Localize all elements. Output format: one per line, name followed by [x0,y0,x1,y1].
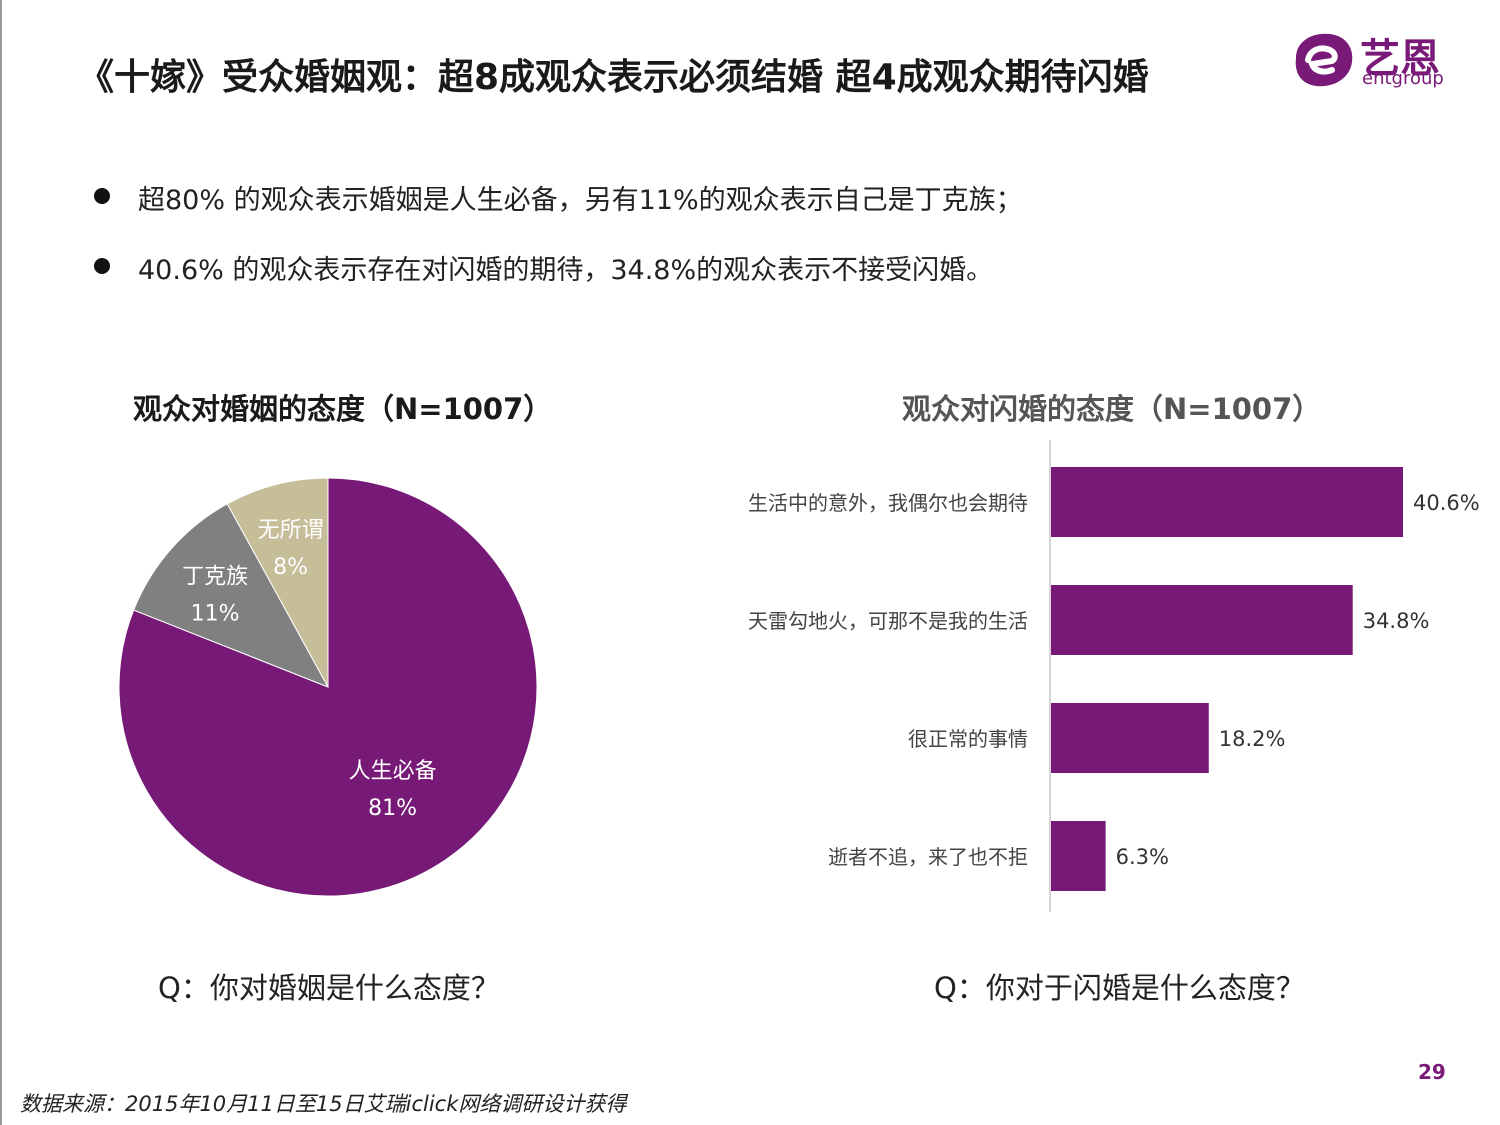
bar-4 [1051,821,1106,891]
bar-value-label: 40.6% [1413,491,1480,515]
pie-slice-label: 丁克族 [182,564,248,589]
pie-slice-2 [133,503,330,688]
bar-category-label: 生活中的意外，我偶尔也会期待 [748,491,1028,515]
pie-slice-value: 81% [368,796,417,821]
pie-slice-3 [226,477,329,688]
bar-3 [1051,703,1209,773]
entgroup-logo-mark-icon [1295,33,1353,87]
slide-title: 《十嫁》受众婚姻观：超8成观众表示必须结婚 超4成观众期待闪婚 [78,57,1149,98]
logo-english-text: entgroup [1362,68,1444,89]
data-source-note: 数据来源：2015年10月11日至15日艾瑞iclick网络调研设计获得 [20,1092,627,1116]
bullet-text: 超80% 的观众表示婚姻是人生必备，另有11%的观众表示自己是丁克族； [138,185,1023,216]
bar-1 [1051,467,1403,537]
pie-slice-value: 8% [273,555,308,580]
bullet-dot-icon [94,188,110,204]
pie-question: Q：你对婚姻是什么态度？ [158,971,500,1005]
bar-value-label: 18.2% [1219,727,1286,751]
pie-slice-label: 无所谓 [258,518,324,543]
bar-question: Q：你对于闪婚是什么态度？ [934,971,1305,1005]
logo-chinese-text: 艺恩 [1360,36,1440,82]
pie-slice-value: 11% [191,601,240,626]
slide-left-border [0,0,2,1125]
bar-category-label: 天雷勾地火，可那不是我的生活 [748,609,1028,633]
bar-category-label: 逝者不追，来了也不拒 [828,845,1028,869]
bullet-dot-icon [94,258,110,274]
bar-chart-title: 观众对闪婚的态度（N=1007） [902,392,1322,426]
pie-chart-title: 观众对婚姻的态度（N=1007） [133,392,553,426]
bar-value-label: 34.8% [1363,609,1430,633]
bar-value-label: 6.3% [1116,845,1169,869]
entgroup-logo: 艺恩 entgroup [1288,28,1458,98]
bar-2 [1051,585,1353,655]
bar-category-label: 很正常的事情 [908,727,1028,751]
bullet-text: 40.6% 的观众表示存在对闪婚的期待，34.8%的观众表示不接受闪婚。 [138,255,994,286]
pie-slice-label: 人生必备 [349,759,437,784]
page-number: 29 [1418,1060,1446,1084]
